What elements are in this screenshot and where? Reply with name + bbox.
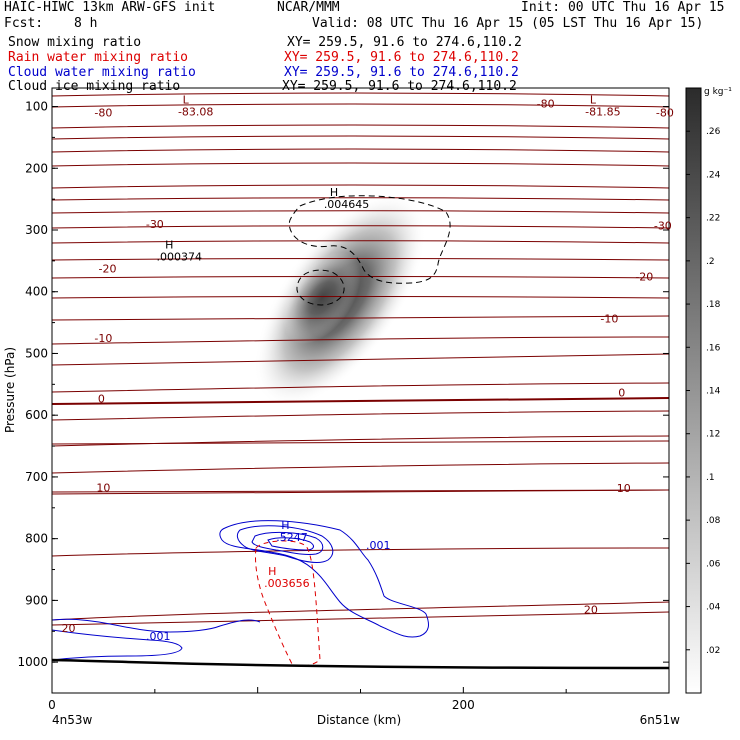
temperature-contour-label: 10: [617, 482, 631, 495]
y-tick-label: 600: [25, 408, 48, 422]
y-tick-label: 700: [25, 470, 48, 484]
temperature-extremum-value: .000374: [156, 251, 202, 264]
x-axis-label: Distance (km): [317, 713, 401, 727]
plot-title: HAIC-HIWC 13km ARW-GFS init: [4, 0, 216, 15]
temperature-extremum-marker: L: [590, 93, 597, 106]
colorbar-tick-label: .1: [706, 473, 715, 483]
temperature-contour-label: -30: [654, 220, 672, 233]
field-name-rain: Rain water mixing ratio: [8, 50, 189, 65]
temperature-extremum-value: -81.85: [585, 105, 620, 118]
colorbar-tick-label: .2: [706, 257, 715, 267]
y-axis-label: Pressure (hPa): [3, 347, 17, 433]
x-tick-label: 0: [48, 698, 56, 712]
colorbar-tick-label: .22: [706, 214, 720, 224]
cloud-water-contour-label: .001: [366, 539, 391, 552]
surface-contour: [52, 658, 669, 670]
init-time: Init: 00 UTC Thu 16 Apr 15: [521, 0, 725, 15]
cloud-water-max-value: .5247: [276, 531, 308, 544]
colorbar-tick-label: .24: [706, 170, 721, 180]
colorbar-tick-label: .12: [706, 430, 720, 440]
cloud-ice-max-marker: H: [330, 186, 338, 199]
contour-labels: -80-80-80-30 -30-20-20-10-100 010 102020L-8…: [61, 93, 673, 643]
cloud-water-max-marker: H: [281, 519, 289, 532]
colorbar-tick-label: .16: [706, 343, 721, 353]
y-tick-label: 400: [25, 285, 48, 299]
cloud-water-contour-label: .001: [146, 630, 171, 643]
field-name-cloud-ice: Cloud ice mixing ratio: [8, 79, 181, 94]
rain-water-max-value: .003656: [264, 577, 310, 590]
rain-water-contours: [255, 540, 321, 667]
forecast-hour: 8 h: [74, 16, 98, 31]
right-endpoint: 6n51w: [640, 713, 681, 727]
temperature-contours: [52, 92, 669, 626]
left-endpoint: 4n53w: [52, 713, 93, 727]
colorbar-tick-label: .26: [706, 127, 721, 137]
temperature-contour-label: 20: [61, 622, 75, 635]
temperature-contour-label: 20: [584, 604, 598, 617]
colorbar-tick-label: .02: [706, 646, 720, 656]
forecast-label: Fcst:: [4, 16, 44, 31]
org-label: NCAR/MMM: [277, 0, 340, 15]
colorbar-units: g kg⁻¹: [704, 87, 732, 97]
x-axis: 0 200: [48, 687, 670, 712]
colorbar-tick-label: .14: [706, 387, 721, 397]
temperature-extremum-marker: H: [165, 239, 173, 252]
temperature-contour-label: 0: [98, 393, 105, 406]
cloud-ice-max-value: .004645: [324, 198, 370, 211]
field-xy-cloud-water: XY= 259.5, 91.6 to 274.6,110.2: [284, 65, 519, 80]
colorbar-tick-label: .04: [706, 603, 721, 613]
temperature-contour-label: 10: [96, 481, 110, 494]
field-name-snow: Snow mixing ratio: [8, 35, 142, 50]
y-tick-label: 1000: [17, 655, 48, 669]
temperature-contour-label: -20: [635, 270, 653, 283]
field-name-cloud-water: Cloud water mixing ratio: [8, 65, 196, 80]
field-xy-rain: XY= 259.5, 91.6 to 274.6,110.2: [284, 50, 519, 65]
temperature-extremum-marker: L: [183, 93, 190, 106]
temperature-contour-label: 0: [618, 386, 625, 399]
field-xy-cloud-ice: XY= 259.5, 91.6 to 274.6,110.2: [282, 79, 517, 94]
rain-water-max-marker: H: [268, 565, 276, 578]
y-tick-label: 200: [25, 161, 48, 175]
temperature-contour-label: -80: [656, 107, 674, 120]
temperature-contour-label: -10: [600, 312, 618, 325]
temperature-extremum-value: -83.08: [178, 105, 213, 118]
temperature-contour-label: -80: [537, 97, 555, 110]
temperature-contour-label: -10: [94, 332, 112, 345]
x-tick-label: 200: [452, 698, 475, 712]
y-tick-label: 100: [25, 100, 48, 114]
snow-shading: [253, 192, 427, 408]
y-tick-label: 500: [25, 346, 48, 360]
temperature-contour-label: -30: [146, 218, 164, 231]
temperature-contour-label: -80: [94, 107, 112, 120]
colorbar-tick-label: .06: [706, 559, 721, 569]
cloud-ice-contours: [288, 195, 451, 306]
colorbar-tick-label: .08: [706, 516, 721, 526]
valid-time: Valid: 08 UTC Thu 16 Apr 15 (05 LST Thu …: [312, 16, 704, 31]
temperature-contour-label: -20: [99, 262, 117, 275]
y-tick-label: 900: [25, 593, 48, 607]
y-tick-label: 300: [25, 223, 48, 237]
colorbar-tick-label: .18: [706, 300, 721, 310]
field-xy-snow: XY= 259.5, 91.6 to 274.6,110.2: [287, 35, 522, 50]
y-tick-label: 800: [25, 532, 48, 546]
colorbar-ticks: .26 .24 .22 .2 .18 .16 .14 .12 .1 .08 .06 .04 .02: [686, 127, 721, 656]
cloud-water-contours: [52, 520, 429, 661]
